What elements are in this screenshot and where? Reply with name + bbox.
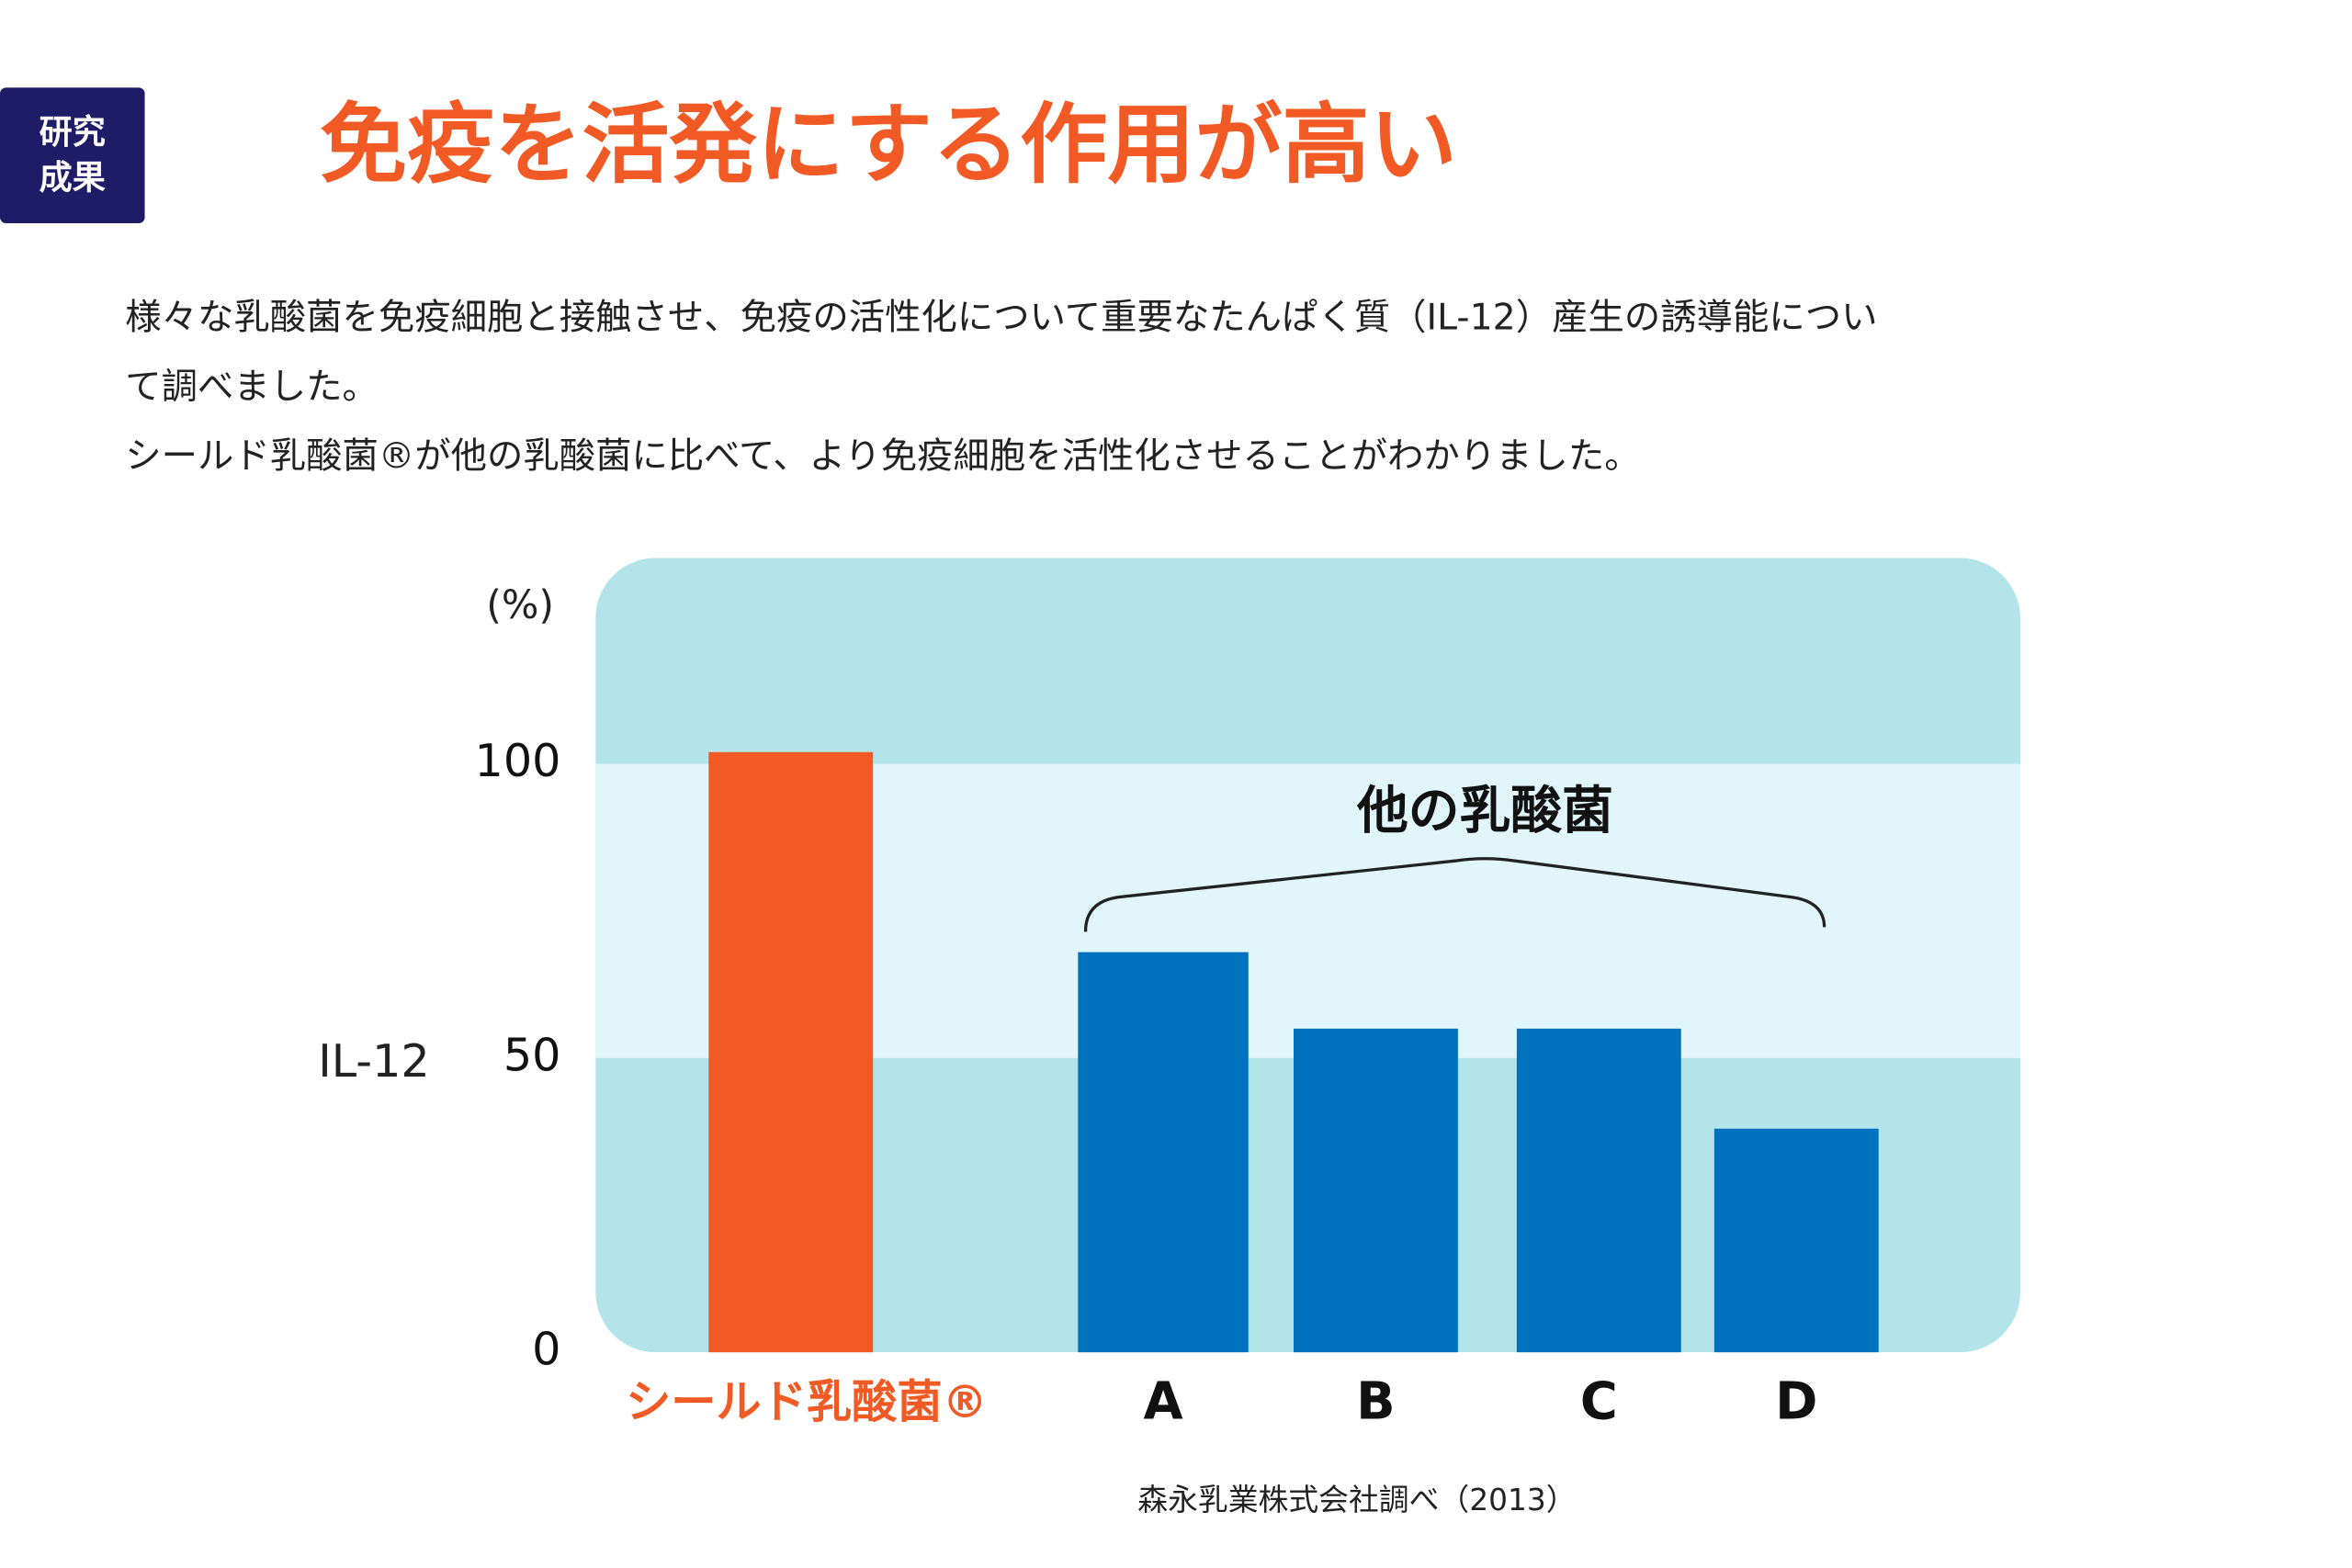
badge-text: 研究 xyxy=(40,112,106,152)
bar xyxy=(1078,952,1249,1353)
bar xyxy=(708,751,874,1353)
y-tick-label: 0 xyxy=(532,1323,560,1376)
badge-text: 成果 xyxy=(40,157,106,197)
bar xyxy=(1516,1028,1681,1353)
unit-label: (%) xyxy=(486,582,554,628)
body-text: 様々な乳酸菌を免疫細胞と接触させ、免疫の活性化について重要なたんぱく質（IL-1… xyxy=(125,297,1877,339)
x-tick-label: C xyxy=(1580,1372,1618,1432)
x-tick-label: B xyxy=(1356,1372,1396,1432)
brace xyxy=(1083,857,1826,932)
x-tick-label: D xyxy=(1775,1372,1817,1432)
x-tick-label: シールド乳酸菌® xyxy=(626,1375,988,1428)
bar xyxy=(1713,1128,1879,1353)
y-tick-label: 50 xyxy=(503,1028,561,1081)
title: 免疫を活発にする作用が高い xyxy=(320,95,1457,196)
y-axis-label: IL-12 xyxy=(318,1034,429,1088)
body-text: て調べました。 xyxy=(125,366,379,408)
badge xyxy=(0,87,145,224)
bar xyxy=(1294,1028,1458,1353)
annotation: 他の乳酸菌 xyxy=(1356,781,1613,840)
source-note: 森永乳業株式会社調べ（2013） xyxy=(1137,1483,1576,1517)
y-tick-label: 100 xyxy=(475,734,561,787)
body-text: シールド乳酸菌®が他の乳酸菌に比べて、より免疫細胞を活性化させることがわかりまし… xyxy=(125,435,1640,478)
x-tick-label: A xyxy=(1143,1372,1182,1432)
